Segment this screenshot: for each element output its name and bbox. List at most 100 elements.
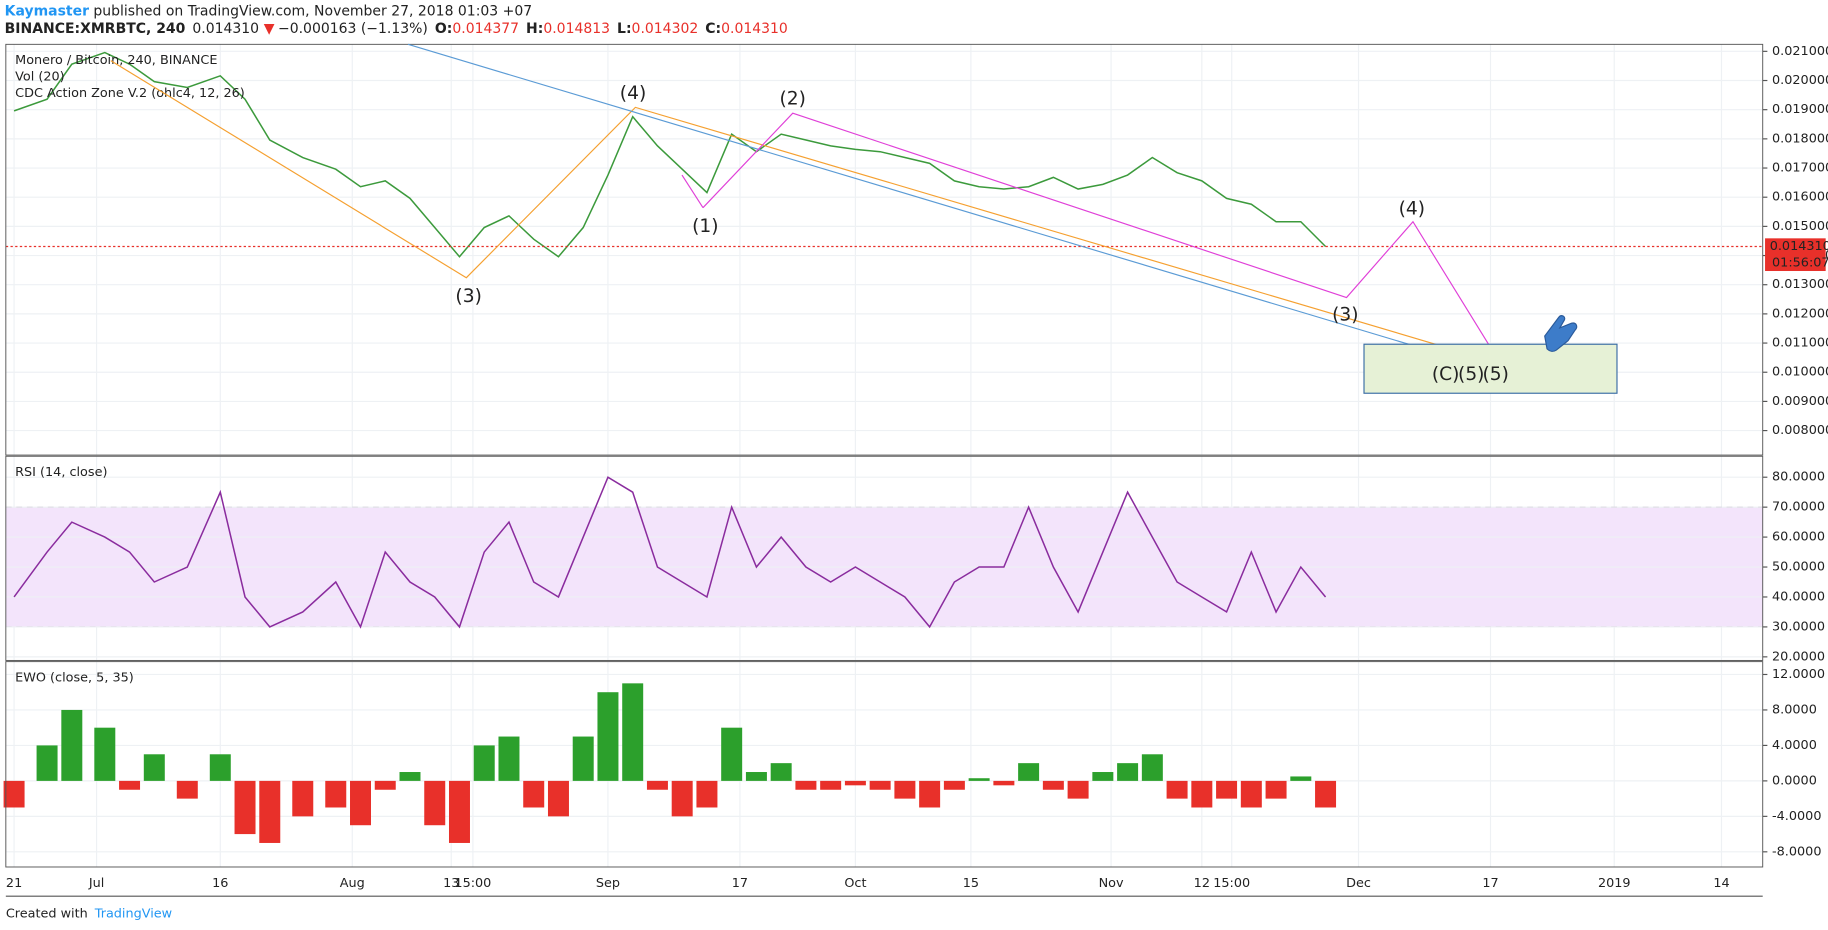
histogram-bar: [1117, 763, 1139, 781]
histogram-bar: [1092, 772, 1114, 781]
symbol: BINANCE:XMRBTC, 240: [5, 21, 186, 37]
y-tick-label: 30.0000: [1772, 619, 1825, 634]
histogram-bar: [94, 727, 116, 781]
histogram-bar: [3, 780, 25, 808]
histogram-bar: [943, 780, 965, 790]
y-tick-label: -4.0000: [1772, 809, 1821, 824]
histogram-bar: [1240, 780, 1262, 808]
wave-label: (4): [1399, 198, 1425, 219]
histogram-bar: [1042, 780, 1064, 790]
wave-label: (3): [455, 286, 481, 307]
y-tick-label: 4.0000: [1772, 738, 1817, 753]
series-line: [13, 476, 1327, 629]
histogram-bar: [993, 780, 1015, 786]
pane-subtitle: Vol (20): [15, 70, 65, 85]
histogram-bar: [572, 736, 594, 781]
histogram-bar: [36, 745, 58, 781]
histogram-bar: [234, 780, 256, 835]
y-tick-label: 40.0000: [1772, 589, 1825, 604]
wave-label: (2): [780, 89, 806, 110]
orange-wave: [110, 60, 1475, 357]
x-tick-label: Sep: [596, 876, 620, 891]
last-price-label: 0.014310: [1770, 239, 1828, 254]
x-tick-label: Aug: [340, 876, 365, 891]
c-label: C:: [705, 21, 721, 37]
wave-label: (5): [1458, 364, 1484, 385]
histogram-bar: [209, 754, 231, 781]
wave-label: (1): [692, 216, 718, 237]
x-tick-label: 17: [732, 876, 748, 891]
wave-label: (5): [1483, 364, 1509, 385]
hand-icon: [1544, 315, 1578, 352]
last: 0.014310: [192, 21, 259, 37]
x-tick-label: 14: [1713, 876, 1729, 891]
histogram-bar: [119, 780, 141, 790]
h-label: H:: [526, 21, 543, 37]
x-tick-label: 15:00: [454, 876, 491, 891]
histogram-bar: [696, 780, 718, 808]
y-tick-label: 70.0000: [1772, 500, 1825, 515]
y-tick-label: -8.0000: [1772, 844, 1821, 859]
last-price-box: [1765, 238, 1826, 272]
l: 0.014302: [632, 21, 699, 37]
histogram-bar: [143, 754, 165, 781]
y-tick-label: 0.020000: [1772, 73, 1828, 88]
y-tick-label: 60.0000: [1772, 530, 1825, 545]
wave-label: (3): [1332, 305, 1358, 326]
x-tick-label: 17: [1482, 876, 1498, 891]
drawings: (4)(3)(1)(2)(4)(3)(C)(5)(5): [110, 43, 1618, 394]
wave-label: (4): [620, 83, 646, 104]
created: Created with: [6, 906, 88, 921]
y-tick-label: 0.013000: [1772, 277, 1828, 292]
histogram-bar: [1141, 754, 1163, 781]
wave-label: (C): [1432, 364, 1460, 385]
histogram-bar: [292, 780, 314, 817]
y-tick-label: 0.015000: [1772, 219, 1828, 234]
published: published on TradingView.com, November 2…: [89, 4, 532, 20]
histogram-bar: [350, 780, 371, 826]
y-tick-label: 80.0000: [1772, 470, 1825, 485]
target-box: [1363, 343, 1618, 394]
y-tick-label: 0.0000: [1772, 773, 1817, 788]
brand[interactable]: TradingView: [94, 906, 172, 921]
c: 0.014310: [721, 21, 788, 37]
histogram-bar: [1290, 776, 1312, 781]
x-tick-label: 15:00: [1213, 876, 1250, 891]
publish-line: Kaymaster published on TradingView.com, …: [5, 4, 532, 20]
blue-trendline: [407, 43, 1452, 358]
y-tick-label: 0.016000: [1772, 190, 1828, 205]
histogram-bar: [894, 780, 916, 799]
y-tick-label: 12.0000: [1772, 667, 1825, 682]
histogram-bar: [259, 780, 281, 843]
magenta-leg: [681, 174, 704, 209]
histogram-bar: [1018, 763, 1040, 781]
histogram-bar: [448, 780, 470, 843]
histogram-bar: [176, 780, 198, 799]
y-tick-label: 0.009000: [1772, 394, 1828, 409]
histogram-bar: [671, 780, 693, 817]
y-tick-label: 0.010000: [1772, 365, 1828, 380]
pane-border: [5, 43, 1764, 456]
countdown: 01:56:07: [1772, 255, 1828, 270]
y-tick-label: 0.011000: [1772, 336, 1828, 351]
author[interactable]: Kaymaster: [5, 4, 89, 20]
pane-border: [5, 455, 1764, 661]
histogram-bar: [424, 780, 446, 826]
histogram-bar: [498, 736, 520, 781]
histogram-bar: [547, 780, 569, 817]
y-tick-label: 0.018000: [1772, 131, 1828, 146]
magenta-wave: [702, 112, 1497, 357]
x-tick-label: 2019: [1598, 876, 1631, 891]
histogram-bar: [523, 780, 545, 808]
y-tick-label: 0.017000: [1772, 161, 1828, 176]
symbol-line: BINANCE:XMRBTC, 240 0.014310 ▼ −0.000163 (−…: [5, 21, 788, 37]
footer: Created with TradingView: [6, 906, 172, 921]
histogram-bar: [968, 778, 990, 781]
histogram-bar: [325, 780, 347, 808]
y-tick-label: 0.008000: [1772, 423, 1828, 438]
histogram-bar: [770, 763, 792, 781]
y-tick-label: 20.0000: [1772, 649, 1825, 664]
x-tick-label: Jul: [88, 876, 104, 891]
histogram-bar: [1191, 780, 1213, 808]
